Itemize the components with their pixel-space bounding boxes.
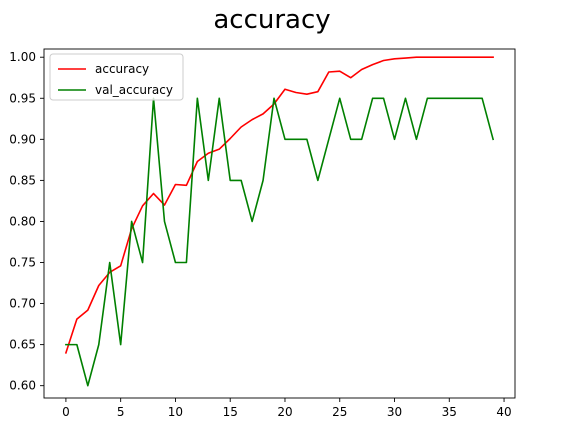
x-tick-label: 10: [168, 405, 183, 419]
series-line-accuracy: [64, 56, 494, 354]
legend-label-accuracy: accuracy: [95, 62, 149, 76]
plot-background: [44, 49, 515, 398]
x-tick-label: 0: [62, 405, 70, 419]
y-tick-label: 0.75: [9, 256, 36, 270]
y-tick-label: 0.65: [9, 338, 36, 352]
series-layer: [64, 56, 495, 387]
chart-title: accuracy: [213, 5, 330, 35]
plot-area: [44, 49, 515, 398]
plot-frame: [43, 48, 516, 399]
y-tick-label: 0.60: [9, 379, 36, 393]
x-tick-label: 5: [117, 405, 125, 419]
legend-box: [49, 53, 184, 101]
y-tick-label: 0.90: [9, 132, 36, 146]
x-tick-label: 30: [387, 405, 402, 419]
x-tick-label: 25: [332, 405, 347, 419]
legend-label-val_accuracy: val_accuracy: [95, 83, 173, 97]
y-tick-label: 0.70: [9, 297, 36, 311]
y-tick-label: 0.85: [9, 173, 36, 187]
y-tick-label: 0.80: [9, 214, 36, 228]
x-tick-label: 35: [442, 405, 457, 419]
x-tick-label: 20: [277, 405, 292, 419]
y-tick-label: 0.95: [9, 91, 36, 105]
axis-layer: 0 5 10 15 20 25 30 35 40 0.60 0.65 0.70 0.75 0.80 0.85…: [9, 48, 516, 419]
series-line-val_accuracy: [65, 97, 495, 387]
x-tick-label: 15: [223, 405, 238, 419]
y-tick-label: 1.00: [9, 50, 36, 64]
legend: accuracy val_accuracy: [49, 53, 184, 101]
x-tick-label: 40: [496, 405, 511, 419]
